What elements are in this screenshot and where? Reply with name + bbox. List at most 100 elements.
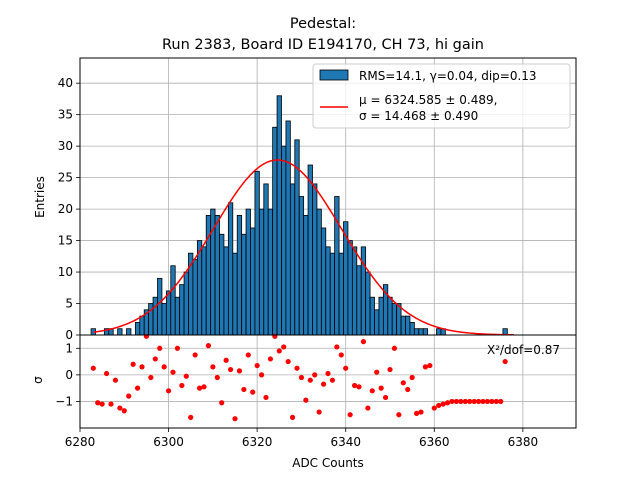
- residual-point: [475, 398, 482, 405]
- chi2-annotation: X²/dof=0.87: [487, 343, 560, 357]
- histogram-y-tick-label: 20: [58, 202, 73, 216]
- histogram-bar: [329, 252, 336, 336]
- histogram-y-ticks: 0 5 10 15 20 25 30 35 40: [58, 76, 80, 342]
- residual-point: [108, 401, 114, 407]
- histogram-bar: [351, 246, 358, 336]
- residual-point: [334, 344, 340, 350]
- histogram-bar: [369, 296, 375, 336]
- histogram-bar: [281, 145, 287, 336]
- histogram-bar: [152, 296, 158, 336]
- histogram-bar: [223, 246, 229, 336]
- residual-point: [232, 416, 238, 422]
- legend-histogram-label: RMS=14.1, γ=0.04, dip=0.13: [359, 69, 537, 83]
- residual-point: [148, 374, 154, 381]
- residual-point: [325, 370, 331, 377]
- legend-box: [312, 63, 571, 129]
- residual-point: [254, 362, 260, 369]
- residual-point: [130, 361, 136, 367]
- residual-point: [121, 408, 127, 414]
- legend-histogram-swatch: [319, 69, 349, 81]
- chart-title-line-2: Run 2383, Board ID E194170, CH 73, hi ga…: [162, 37, 484, 53]
- histogram-bar: [267, 208, 274, 336]
- residual-point: [453, 398, 460, 405]
- residual-point: [303, 397, 309, 403]
- histogram-bar: [387, 296, 393, 336]
- histogram-bar: [356, 265, 362, 336]
- histogram-bar: [272, 126, 278, 336]
- residual-point: [196, 385, 203, 391]
- residual-point: [258, 372, 265, 378]
- histogram-y-tick-label: 5: [65, 297, 73, 311]
- residual-point: [365, 405, 371, 411]
- histogram-bar: [161, 303, 167, 336]
- histogram-y-tick-label: 15: [58, 234, 73, 248]
- residual-point: [161, 364, 167, 370]
- residual-point: [431, 405, 437, 411]
- residual-point: [405, 386, 411, 393]
- histogram-bar: [285, 120, 291, 336]
- histogram-bar: [219, 233, 225, 336]
- residual-point: [179, 382, 185, 389]
- residual-point: [413, 410, 420, 416]
- gaussian-fit-curve: [93, 159, 515, 336]
- residual-point: [427, 362, 433, 369]
- residual-point: [241, 386, 247, 393]
- histogram-bar: [214, 214, 220, 336]
- residual-point: [418, 409, 424, 415]
- residual-point: [360, 339, 367, 345]
- histogram-bar: [245, 208, 251, 336]
- residual-points: [90, 333, 508, 422]
- histogram-bar: [365, 271, 371, 336]
- histogram-bar: [276, 95, 282, 336]
- histogram-bar: [134, 322, 141, 336]
- residual-point: [444, 400, 451, 406]
- legend-fit-label-line-2: σ = 14.468 ± 0.490: [359, 109, 478, 123]
- histogram-bar: [413, 328, 420, 336]
- residual-point: [378, 385, 384, 391]
- histogram-bar: [422, 328, 429, 336]
- residual-point: [126, 393, 132, 399]
- residual-point: [170, 369, 176, 375]
- residual-point: [201, 384, 207, 390]
- histogram-bar: [338, 252, 344, 336]
- residual-point: [312, 372, 318, 378]
- residual-axes-frame: [79, 334, 577, 429]
- histogram-bar: [378, 296, 384, 336]
- histogram-bar: [157, 277, 163, 336]
- x-tick-label: 6300: [153, 435, 184, 449]
- histogram-bar: [179, 284, 185, 336]
- residual-point: [294, 365, 300, 371]
- histogram-bar: [409, 322, 415, 336]
- histogram-bar: [418, 328, 424, 336]
- residual-point: [316, 409, 322, 415]
- residual-point: [192, 352, 198, 358]
- histogram-bar: [325, 246, 331, 336]
- histogram-bar: [258, 208, 265, 336]
- residual-y-axis-label: σ: [31, 376, 45, 384]
- residual-y-tick-label: 1: [65, 341, 73, 355]
- residual-point: [245, 352, 251, 358]
- histogram-bar: [312, 183, 318, 336]
- histogram-bar: [374, 309, 380, 336]
- histogram-y-tick-label: 40: [58, 76, 73, 90]
- x-tick-label: 6320: [242, 435, 273, 449]
- residual-point: [219, 400, 225, 406]
- residual-y-tick-label: 0: [65, 368, 73, 382]
- residual-point: [289, 414, 296, 420]
- residual-point: [320, 381, 327, 387]
- residual-point: [183, 373, 189, 379]
- residual-point: [356, 384, 362, 390]
- histogram-bar: [117, 328, 123, 336]
- residual-point: [227, 366, 234, 373]
- histogram-y-axis-label: Entries: [33, 176, 47, 218]
- residual-point: [369, 388, 375, 394]
- histogram-bar: [316, 208, 322, 336]
- histogram-bar: [347, 240, 353, 336]
- histogram-bar: [254, 170, 260, 336]
- residual-point: [174, 345, 181, 351]
- histogram-bar: [289, 183, 296, 336]
- residual-point: [281, 344, 287, 350]
- residual-point: [214, 374, 220, 381]
- residual-point: [338, 352, 344, 358]
- residual-point: [396, 412, 402, 418]
